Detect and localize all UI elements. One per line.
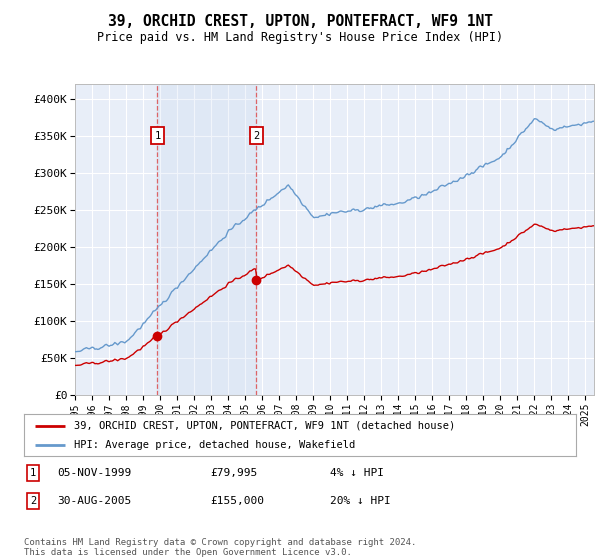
- Text: 39, ORCHID CREST, UPTON, PONTEFRACT, WF9 1NT: 39, ORCHID CREST, UPTON, PONTEFRACT, WF9…: [107, 14, 493, 29]
- Text: 1: 1: [154, 131, 160, 141]
- Text: 2: 2: [253, 131, 260, 141]
- Text: Contains HM Land Registry data © Crown copyright and database right 2024.
This d: Contains HM Land Registry data © Crown c…: [24, 538, 416, 557]
- Bar: [157, 84, 256, 395]
- Text: 1: 1: [30, 468, 36, 478]
- Text: 4% ↓ HPI: 4% ↓ HPI: [330, 468, 384, 478]
- Text: 20% ↓ HPI: 20% ↓ HPI: [330, 496, 391, 506]
- Text: Price paid vs. HM Land Registry's House Price Index (HPI): Price paid vs. HM Land Registry's House …: [97, 31, 503, 44]
- Text: 2: 2: [30, 496, 36, 506]
- Text: 39, ORCHID CREST, UPTON, PONTEFRACT, WF9 1NT (detached house): 39, ORCHID CREST, UPTON, PONTEFRACT, WF9…: [74, 421, 455, 431]
- Text: 30-AUG-2005: 30-AUG-2005: [57, 496, 131, 506]
- Text: £155,000: £155,000: [210, 496, 264, 506]
- Text: HPI: Average price, detached house, Wakefield: HPI: Average price, detached house, Wake…: [74, 440, 355, 450]
- Text: £79,995: £79,995: [210, 468, 257, 478]
- Text: 05-NOV-1999: 05-NOV-1999: [57, 468, 131, 478]
